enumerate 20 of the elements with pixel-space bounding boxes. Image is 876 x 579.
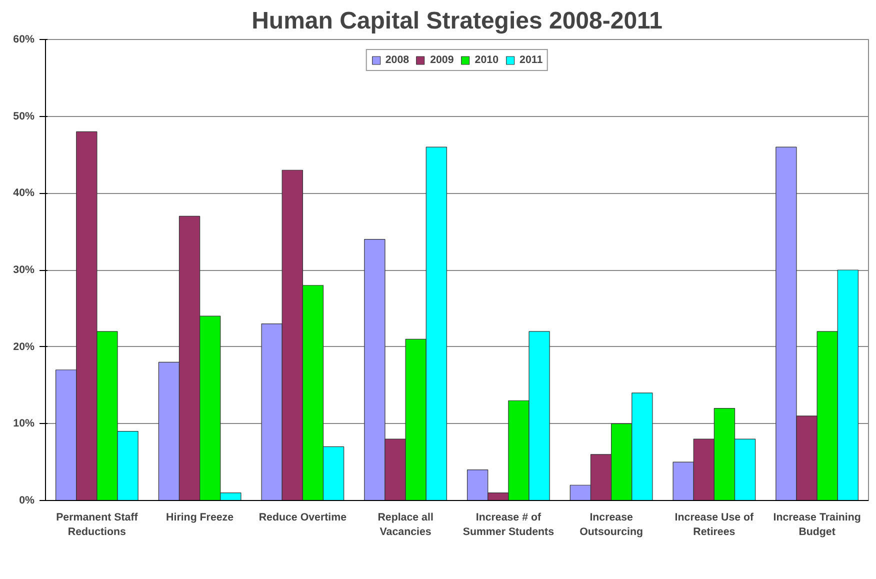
- legend-label: 2010: [474, 54, 499, 66]
- y-tick-label: 20%: [13, 340, 36, 353]
- x-tick-label: Permanent Staff Reductions: [56, 512, 138, 538]
- x-tick-label: Increase Use of Retirees: [674, 512, 754, 538]
- y-tick-label: 10%: [13, 418, 36, 430]
- y-tick-label: 60%: [13, 34, 36, 46]
- x-tick-label: Reduce Overtime: [258, 512, 347, 524]
- y-tick-label: 50%: [13, 110, 36, 122]
- y-tick-label: 40%: [13, 187, 36, 200]
- x-tick-label: Increase Training Budget: [773, 512, 861, 538]
- y-tick-label: 0%: [19, 494, 36, 506]
- legend-label: 2009: [430, 54, 454, 66]
- legend-label: 2008: [385, 54, 410, 66]
- x-tick-label: Increase Outsourcing: [580, 512, 643, 538]
- x-tick-label: Hiring Freeze: [166, 512, 234, 524]
- chart-title: Human Capital Strategies 2008-2011: [252, 8, 662, 34]
- x-tick-label: Replace all Vacancies: [378, 512, 434, 538]
- x-tick-label: Increase # of Summer Students: [462, 512, 554, 538]
- legend-label: 2011: [520, 54, 543, 66]
- y-tick-label: 30%: [13, 264, 36, 276]
